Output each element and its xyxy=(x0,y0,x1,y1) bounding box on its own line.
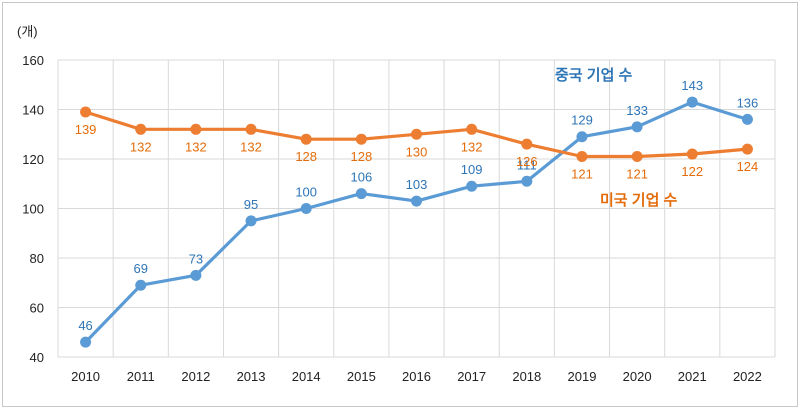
data-point-us xyxy=(466,123,478,135)
y-tick-label: 120 xyxy=(22,152,44,167)
data-label-us: 132 xyxy=(240,139,262,154)
x-tick-label: 2022 xyxy=(733,369,762,384)
x-tick-label: 2014 xyxy=(292,369,321,384)
x-axis-ticks: 2010 2011 2012 2013 2014 2015 2016 2017 2018 2019… xyxy=(71,369,762,384)
data-labels: 46 69 73 95 100 106 103 109 111 129 133 143 136 139 13… xyxy=(75,78,759,333)
series-label-china: 중국 기업 수 xyxy=(555,67,633,84)
x-tick-label: 2015 xyxy=(347,369,376,384)
data-point-china xyxy=(190,269,202,281)
data-label-china: 136 xyxy=(737,95,759,110)
series-points xyxy=(80,96,753,348)
data-label-china: 133 xyxy=(626,103,648,118)
data-label-china: 103 xyxy=(406,177,428,192)
data-label-us: 126 xyxy=(516,154,538,169)
y-tick-label: 100 xyxy=(22,202,44,217)
data-point-china xyxy=(80,336,92,348)
x-tick-label: 2021 xyxy=(678,369,707,384)
data-point-china xyxy=(411,195,422,207)
data-point-us xyxy=(190,123,202,135)
data-label-us: 132 xyxy=(130,139,152,154)
data-label-china: 69 xyxy=(133,261,147,276)
unit-label: (개) xyxy=(17,24,38,39)
data-label-china: 100 xyxy=(295,185,317,200)
y-tick-label: 160 xyxy=(22,53,44,68)
x-tick-label: 2016 xyxy=(402,369,431,384)
data-point-china xyxy=(355,188,367,200)
series-label-us: 미국 기업 수 xyxy=(600,192,678,209)
x-tick-label: 2013 xyxy=(237,369,266,384)
x-tick-label: 2011 xyxy=(127,369,155,384)
x-tick-label: 2020 xyxy=(623,369,652,384)
data-point-us xyxy=(245,123,257,135)
data-point-china xyxy=(135,279,147,291)
data-point-us xyxy=(521,138,533,150)
data-label-us: 130 xyxy=(406,144,428,159)
data-point-us xyxy=(686,148,698,160)
data-label-us: 132 xyxy=(461,139,483,154)
data-label-us: 128 xyxy=(295,149,317,164)
data-label-us: 121 xyxy=(626,167,648,182)
data-point-china xyxy=(300,203,312,214)
data-label-china: 143 xyxy=(681,78,703,93)
x-tick-label: 2010 xyxy=(71,369,100,384)
data-point-us xyxy=(300,133,312,145)
data-label-china: 111 xyxy=(517,157,537,172)
data-point-china xyxy=(245,215,257,227)
data-point-china xyxy=(631,121,643,133)
y-tick-label: 140 xyxy=(22,103,44,118)
data-label-us: 132 xyxy=(185,139,207,154)
y-tick-label: 40 xyxy=(30,350,44,365)
data-label-china: 129 xyxy=(571,113,593,128)
data-point-us xyxy=(355,133,367,145)
gridlines xyxy=(57,59,776,358)
data-label-us: 124 xyxy=(737,159,759,174)
data-label-china: 46 xyxy=(78,318,92,333)
data-point-china xyxy=(576,131,588,143)
y-tick-label: 80 xyxy=(30,251,44,266)
data-label-china: 109 xyxy=(461,162,483,177)
data-point-china xyxy=(521,175,533,187)
x-tick-label: 2019 xyxy=(568,369,597,384)
data-point-china xyxy=(466,180,478,192)
data-point-china xyxy=(741,113,753,125)
x-tick-label: 2017 xyxy=(457,369,486,384)
y-axis-ticks: 40 60 80 100 120 140 160 xyxy=(22,53,44,365)
x-tick-label: 2018 xyxy=(512,369,541,384)
data-label-us: 121 xyxy=(571,167,593,182)
data-point-us xyxy=(631,151,643,163)
data-label-us: 139 xyxy=(75,122,97,137)
data-point-china xyxy=(686,96,698,108)
data-label-china: 106 xyxy=(350,170,372,185)
data-point-us xyxy=(576,151,588,163)
data-label-china: 95 xyxy=(244,197,258,212)
data-label-china: 73 xyxy=(189,251,203,266)
data-label-us: 128 xyxy=(350,149,372,164)
data-point-us xyxy=(411,128,422,140)
data-point-us xyxy=(741,143,753,155)
data-point-us xyxy=(135,123,147,135)
y-tick-label: 60 xyxy=(30,301,44,316)
x-tick-label: 2012 xyxy=(181,369,210,384)
data-point-us xyxy=(80,106,92,118)
data-label-us: 122 xyxy=(681,164,703,179)
